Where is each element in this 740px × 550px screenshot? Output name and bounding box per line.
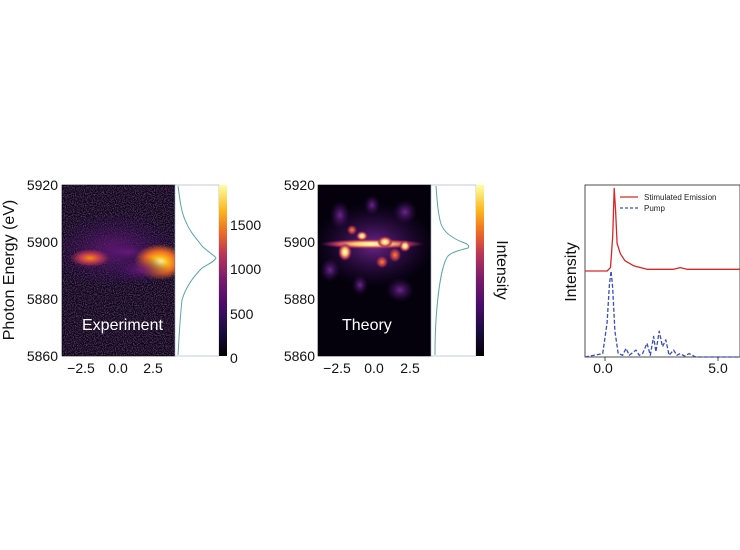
experiment-ytick-label: 5860 [27,348,58,364]
theory-label: Theory [342,317,392,334]
colorbar-tick-label: 1000 [230,261,261,277]
theory-heatmap [318,185,431,356]
experiment-xtick-label: 0.0 [108,360,128,376]
series-line-pump [584,270,740,358]
theory-colorbar: Intensity [476,185,510,356]
experiment-y-axis: 5920 5900 5880 5860 Photon Energy (eV) [1,177,58,364]
theory-ytick-label: 5880 [284,291,315,307]
theory-projection [430,184,477,357]
theory-colorbar-label: Intensity [493,240,510,300]
experiment-x-axis: −2.5 0.0 2.5 [67,360,163,376]
line-y-axis: Intensity [563,242,580,302]
colorbar-tick-label: 0 [230,350,238,366]
colorbar-tick-label: 500 [230,306,254,322]
line-series-group [584,187,740,358]
theory-y-axis: 5920 5900 5880 5860 [284,177,315,364]
line-legend: Stimulated Emission Pump [620,193,716,213]
line-xtick-label: 5.0 [708,360,728,376]
experiment-xtick-label: −2.5 [67,360,95,376]
line-x-axis: 0.0 5.0 [593,357,728,376]
line-panel: Stimulated Emission Pump Intensity 0.0 5… [563,184,740,376]
legend-entry-pump: Pump [644,204,665,213]
experiment-label: Experiment [82,317,163,334]
legend-entry-stimulated-emission: Stimulated Emission [644,193,716,202]
experiment-projection [174,184,220,357]
theory-xtick-label: −2.5 [323,360,351,376]
theory-ytick-label: 5900 [284,234,315,250]
theory-xtick-label: 2.5 [400,360,420,376]
colorbar-tick-label: 1500 [230,217,261,233]
theory-ytick-label: 5920 [284,177,315,193]
theory-projection-line [434,185,470,356]
experiment-panel: Experiment 5920 5900 5880 5860 Photon En… [1,177,261,376]
line-xtick-label: 0.0 [593,360,613,376]
experiment-y-axis-label: Photon Energy (eV) [1,200,18,341]
experiment-xtick-label: 2.5 [143,360,163,376]
experiment-projection-line [177,185,217,356]
experiment-ytick-label: 5880 [27,291,58,307]
theory-x-axis: −2.5 0.0 2.5 [323,360,420,376]
experiment-heatmap [62,185,175,356]
line-y-axis-label: Intensity [563,242,580,302]
experiment-ytick-label: 5900 [27,234,58,250]
theory-ytick-label: 5860 [284,348,315,364]
theory-panel: Theory 5920 5900 5880 5860 −2.5 0.0 2.5 … [284,177,510,376]
theory-xtick-label: 0.0 [364,360,384,376]
experiment-colorbar: 1500 1000 500 0 [219,185,261,366]
experiment-ytick-label: 5920 [27,177,58,193]
series-line-stimulated-emission [585,187,740,272]
